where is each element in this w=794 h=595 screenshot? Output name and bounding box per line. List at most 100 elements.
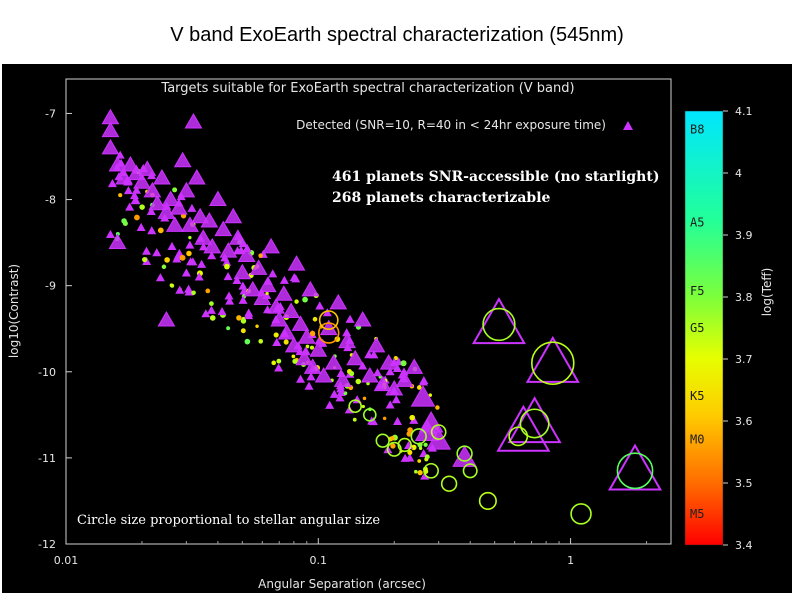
spectral-type-label: K5 bbox=[690, 389, 704, 403]
planet-marker bbox=[392, 363, 402, 373]
detected-triangle bbox=[270, 311, 289, 327]
planet-point bbox=[283, 339, 289, 345]
planet-marker bbox=[136, 222, 146, 231]
planet-marker bbox=[322, 308, 332, 317]
planet-marker bbox=[197, 259, 207, 268]
detected-triangle bbox=[177, 181, 196, 198]
planet-marker bbox=[335, 393, 345, 402]
detected-triangle bbox=[108, 233, 127, 250]
planet-marker bbox=[325, 400, 335, 409]
detected-triangle bbox=[219, 242, 238, 258]
planet-point bbox=[366, 381, 370, 386]
x-tick-label: 0.1 bbox=[310, 554, 328, 567]
detected-triangle bbox=[277, 323, 296, 340]
planet-point bbox=[258, 338, 264, 344]
detected-triangle bbox=[258, 276, 277, 293]
planet-marker bbox=[238, 295, 248, 304]
planet-point bbox=[309, 330, 316, 337]
detected-triangle bbox=[360, 367, 379, 383]
planet-point bbox=[291, 354, 296, 359]
planet-marker bbox=[207, 251, 217, 260]
star-size-circle bbox=[348, 399, 363, 414]
planet-point bbox=[400, 360, 407, 367]
planet-marker bbox=[329, 389, 339, 398]
detected-triangle bbox=[203, 237, 222, 254]
planet-point bbox=[349, 371, 355, 377]
plot-panel: Targets suitable for ExoEarth spectral c… bbox=[2, 64, 792, 593]
star-size-circle bbox=[456, 445, 473, 462]
planet-point bbox=[362, 396, 367, 401]
planet-point bbox=[390, 443, 396, 449]
y-tick-label: -9 bbox=[45, 280, 56, 293]
detected-triangle bbox=[410, 385, 436, 407]
star-size-circle bbox=[317, 322, 340, 344]
planet-point bbox=[191, 290, 196, 296]
colorbar-tick-label: 3.4 bbox=[735, 539, 753, 552]
planet-marker bbox=[206, 305, 216, 314]
detected-triangle bbox=[108, 156, 127, 172]
planet-point bbox=[409, 414, 416, 421]
star-size-circle bbox=[423, 462, 439, 479]
annotation-accessible: 461 planets SNR-accessible (no starlight… bbox=[332, 169, 659, 185]
detected-triangle bbox=[385, 379, 404, 396]
planet-point bbox=[265, 291, 269, 295]
spectral-type-label: B8 bbox=[690, 123, 704, 137]
planet-point bbox=[305, 344, 310, 349]
detected-triangle bbox=[607, 443, 663, 491]
planet-point bbox=[390, 435, 395, 441]
detected-triangle bbox=[233, 263, 252, 280]
planet-point bbox=[209, 301, 214, 306]
detected-triangle bbox=[338, 332, 356, 349]
planet-marker bbox=[217, 306, 227, 316]
detected-triangle bbox=[187, 168, 206, 185]
detected-triangle bbox=[173, 151, 192, 168]
planet-marker bbox=[238, 281, 248, 290]
planet-point bbox=[292, 358, 298, 364]
planet-marker bbox=[155, 273, 165, 282]
y-tick-label: -12 bbox=[38, 538, 56, 551]
planet-marker bbox=[107, 179, 117, 188]
planet-marker bbox=[400, 453, 410, 462]
planet-point bbox=[343, 391, 348, 396]
star-size-circle bbox=[478, 491, 497, 510]
planet-point bbox=[435, 405, 440, 410]
planet-marker bbox=[141, 246, 151, 255]
planet-marker bbox=[123, 186, 133, 195]
planet-marker bbox=[125, 202, 135, 211]
detected-triangle bbox=[165, 216, 184, 232]
detected-triangle bbox=[282, 302, 300, 318]
detected-triangle bbox=[101, 121, 120, 138]
y-tick-label: -7 bbox=[45, 107, 56, 120]
colorbar-tick-label: 3.5 bbox=[735, 477, 753, 490]
planet-marker bbox=[186, 257, 196, 266]
star-size-circle bbox=[462, 463, 478, 479]
planet-point bbox=[382, 416, 387, 421]
planet-marker bbox=[222, 257, 232, 266]
planet-point bbox=[355, 378, 362, 385]
planet-point bbox=[276, 358, 282, 364]
planet-marker bbox=[385, 367, 395, 376]
detected-triangle bbox=[452, 445, 477, 467]
spectral-type-label: G5 bbox=[690, 321, 704, 335]
planet-marker bbox=[318, 338, 328, 347]
planet-point bbox=[361, 404, 365, 409]
detected-triangle bbox=[267, 298, 285, 314]
planet-marker bbox=[225, 296, 235, 305]
planet-marker bbox=[420, 471, 430, 480]
detected-triangle bbox=[237, 246, 256, 262]
planet-marker bbox=[306, 372, 316, 381]
planet-point bbox=[186, 250, 192, 257]
detected-triangle bbox=[148, 194, 167, 211]
planet-marker bbox=[342, 328, 352, 337]
annotation-circle-size: Circle size proportional to stellar angu… bbox=[77, 513, 380, 528]
detected-triangle bbox=[301, 280, 320, 297]
planet-point bbox=[240, 318, 247, 324]
planet-marker bbox=[105, 229, 115, 239]
colorbar-title: log(Teff) bbox=[760, 268, 774, 317]
detected-triangle bbox=[353, 311, 372, 327]
detected-triangle bbox=[143, 181, 162, 198]
detected-triangle bbox=[333, 371, 352, 387]
planet-point bbox=[406, 431, 412, 437]
star-size-circle bbox=[430, 424, 447, 440]
detected-triangle bbox=[284, 336, 303, 353]
